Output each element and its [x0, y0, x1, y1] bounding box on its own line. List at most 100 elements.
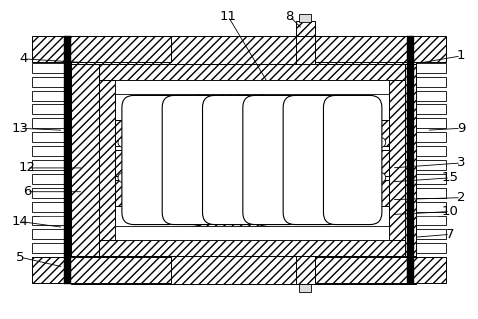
Bar — [410, 148, 438, 154]
Text: 6: 6 — [22, 185, 31, 198]
Bar — [409, 132, 446, 142]
Bar — [40, 190, 68, 196]
Text: 11: 11 — [219, 10, 237, 23]
Polygon shape — [175, 82, 284, 98]
Bar — [40, 231, 68, 237]
Text: 4: 4 — [20, 52, 28, 65]
FancyBboxPatch shape — [243, 95, 301, 225]
Bar — [409, 160, 446, 170]
Bar — [409, 188, 446, 198]
Text: 15: 15 — [442, 171, 459, 184]
Bar — [307, 257, 446, 283]
Text: 14: 14 — [11, 215, 28, 228]
Bar — [40, 120, 68, 126]
Bar — [32, 160, 69, 170]
Bar — [115, 120, 131, 146]
Circle shape — [118, 137, 128, 147]
Bar — [115, 80, 389, 93]
Bar — [32, 174, 69, 184]
Bar — [409, 216, 446, 226]
Circle shape — [376, 137, 386, 147]
Bar — [373, 120, 389, 146]
Bar — [410, 218, 438, 223]
Bar — [40, 176, 68, 182]
Bar — [32, 257, 171, 283]
Bar — [99, 80, 115, 240]
Bar — [72, 64, 99, 256]
Bar — [410, 245, 438, 251]
Bar — [115, 80, 389, 240]
Bar — [115, 226, 389, 240]
Circle shape — [376, 173, 386, 182]
Bar — [32, 118, 69, 128]
Bar — [32, 63, 69, 73]
Text: 5: 5 — [16, 251, 24, 263]
Bar — [295, 36, 315, 64]
Bar — [307, 36, 446, 62]
Bar — [410, 231, 438, 237]
Text: 13: 13 — [11, 122, 28, 135]
Bar — [409, 202, 446, 211]
Bar — [32, 36, 171, 62]
Bar — [99, 240, 404, 256]
Polygon shape — [175, 222, 284, 238]
Text: 3: 3 — [457, 157, 465, 169]
Bar — [410, 176, 438, 182]
Bar — [409, 77, 446, 87]
Text: 1: 1 — [457, 49, 465, 63]
Bar — [40, 79, 68, 85]
Bar — [300, 14, 311, 22]
Bar — [410, 259, 438, 265]
Bar — [72, 36, 416, 64]
Bar — [32, 91, 69, 100]
FancyBboxPatch shape — [283, 95, 342, 225]
Bar — [410, 79, 438, 85]
Bar — [389, 80, 404, 240]
Bar — [32, 257, 69, 267]
FancyBboxPatch shape — [324, 95, 382, 225]
Bar — [410, 93, 438, 99]
Bar — [40, 65, 68, 71]
Bar — [409, 118, 446, 128]
Bar — [410, 120, 438, 126]
Bar — [409, 91, 446, 100]
Bar — [409, 146, 446, 156]
Bar — [32, 188, 69, 198]
Bar — [115, 180, 131, 205]
Bar — [389, 64, 416, 256]
Bar — [40, 218, 68, 223]
Bar — [32, 202, 69, 211]
Text: 2: 2 — [457, 191, 465, 204]
Bar — [32, 146, 69, 156]
Bar — [32, 216, 69, 226]
Bar — [32, 229, 69, 239]
FancyBboxPatch shape — [203, 95, 261, 225]
Bar — [409, 63, 446, 73]
Bar — [40, 162, 68, 168]
Bar — [410, 162, 438, 168]
Bar — [131, 101, 373, 219]
Bar — [300, 284, 311, 292]
Bar — [373, 180, 389, 205]
Text: 12: 12 — [18, 161, 35, 174]
Bar — [406, 36, 414, 284]
Text: 9: 9 — [457, 122, 465, 135]
Bar — [115, 150, 131, 176]
Bar — [40, 204, 68, 210]
Bar — [373, 150, 389, 176]
Bar — [410, 204, 438, 210]
Bar — [40, 107, 68, 112]
Text: 8: 8 — [285, 10, 294, 23]
Bar — [409, 174, 446, 184]
Circle shape — [118, 173, 128, 182]
Bar — [410, 65, 438, 71]
Bar — [40, 245, 68, 251]
Bar — [32, 132, 69, 142]
Bar — [410, 107, 438, 112]
Bar — [40, 93, 68, 99]
Bar — [409, 257, 446, 267]
Bar — [40, 134, 68, 140]
Bar — [40, 259, 68, 265]
Text: 7: 7 — [446, 228, 455, 241]
Bar — [295, 21, 315, 36]
